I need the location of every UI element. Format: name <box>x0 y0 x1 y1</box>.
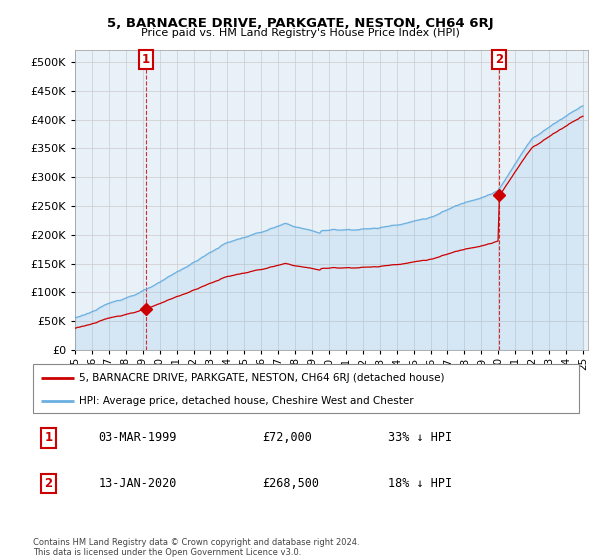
Text: 1: 1 <box>44 431 52 445</box>
Text: 5, BARNACRE DRIVE, PARKGATE, NESTON, CH64 6RJ (detached house): 5, BARNACRE DRIVE, PARKGATE, NESTON, CH6… <box>79 373 445 383</box>
FancyBboxPatch shape <box>33 364 579 413</box>
Text: 2: 2 <box>44 477 52 490</box>
Text: 1: 1 <box>142 53 149 66</box>
Text: 18% ↓ HPI: 18% ↓ HPI <box>388 477 452 490</box>
Text: 33% ↓ HPI: 33% ↓ HPI <box>388 431 452 445</box>
Text: £72,000: £72,000 <box>262 431 312 445</box>
Text: 5, BARNACRE DRIVE, PARKGATE, NESTON, CH64 6RJ: 5, BARNACRE DRIVE, PARKGATE, NESTON, CH6… <box>107 17 493 30</box>
Text: Contains HM Land Registry data © Crown copyright and database right 2024.
This d: Contains HM Land Registry data © Crown c… <box>33 538 359 557</box>
Text: 2: 2 <box>495 53 503 66</box>
Text: 13-JAN-2020: 13-JAN-2020 <box>98 477 177 490</box>
Text: Price paid vs. HM Land Registry's House Price Index (HPI): Price paid vs. HM Land Registry's House … <box>140 28 460 38</box>
Text: £268,500: £268,500 <box>262 477 319 490</box>
Text: 03-MAR-1999: 03-MAR-1999 <box>98 431 177 445</box>
Text: HPI: Average price, detached house, Cheshire West and Chester: HPI: Average price, detached house, Ches… <box>79 396 414 406</box>
